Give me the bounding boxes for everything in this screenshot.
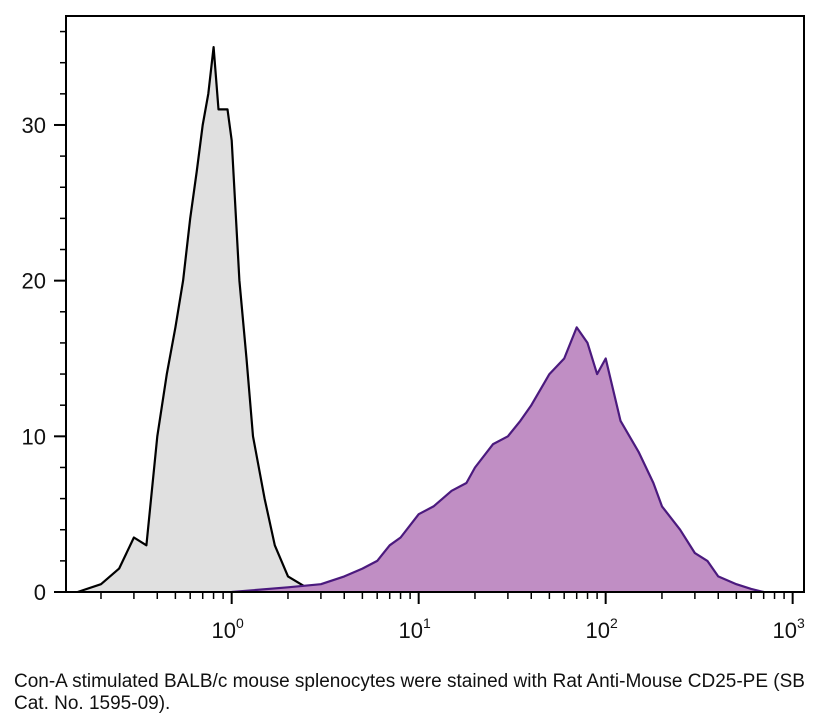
x-tick-label: 100 xyxy=(212,615,244,643)
y-tick-label: 20 xyxy=(22,269,46,294)
series-1-line xyxy=(231,326,764,594)
x-tick-label: 103 xyxy=(773,615,805,643)
plot-frame xyxy=(65,15,805,593)
series-1-area xyxy=(231,327,764,592)
y-tick-label: 0 xyxy=(34,580,46,605)
y-tick-label: 10 xyxy=(22,424,46,449)
series-0-area xyxy=(77,47,345,593)
x-tick-label: 102 xyxy=(586,615,618,643)
series-layer xyxy=(77,45,764,594)
x-tick-label: 101 xyxy=(399,615,431,643)
y-tick-label: 30 xyxy=(22,113,46,138)
figure-caption: Con-A stimulated BALB/c mouse splenocyte… xyxy=(14,671,805,714)
histogram-chart: 0 10 20 30 100 101 102 103 xyxy=(22,15,805,643)
series-0-line xyxy=(77,45,345,594)
